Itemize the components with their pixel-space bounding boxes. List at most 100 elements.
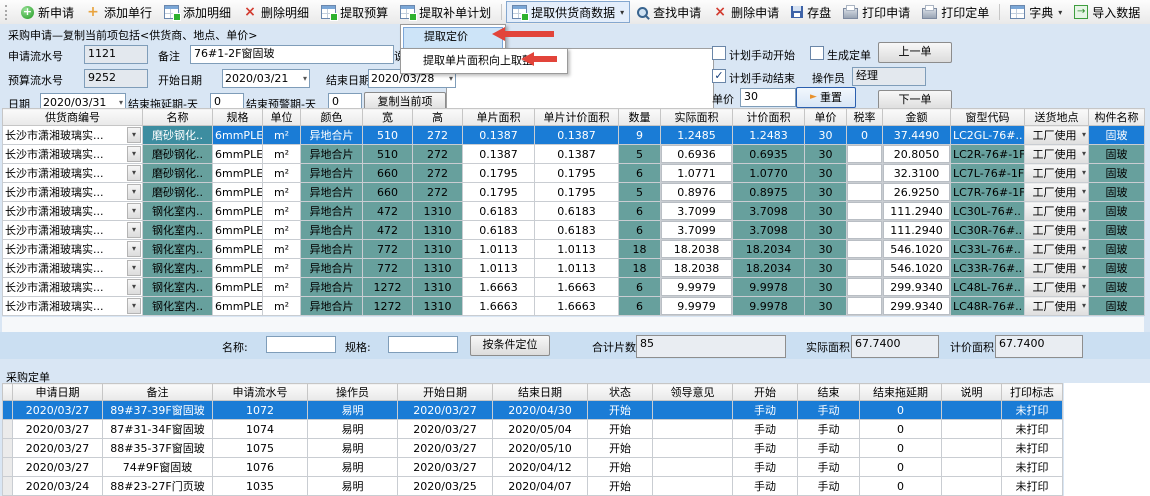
cell[interactable]: 299.9340 xyxy=(882,277,951,297)
delivery-combo[interactable]: ▾ 工厂使用 xyxy=(1024,163,1089,183)
cell[interactable] xyxy=(652,400,733,420)
cell[interactable]: 1.6663 xyxy=(462,296,535,316)
cell[interactable]: 32.3100 xyxy=(882,163,951,183)
cell[interactable]: 0.1795 xyxy=(534,163,619,183)
column-header[interactable]: 数量 xyxy=(618,108,661,126)
cell[interactable]: m² xyxy=(262,239,301,259)
cell[interactable]: 2020/04/12 xyxy=(492,457,588,477)
name-filter-input[interactable] xyxy=(266,336,336,353)
cell[interactable]: 18.2034 xyxy=(732,258,805,278)
cell[interactable]: 手动 xyxy=(797,400,860,420)
cell[interactable]: 30 xyxy=(804,239,847,259)
cell[interactable]: 1074 xyxy=(212,419,308,439)
manual-end-checkbox[interactable]: ✓ xyxy=(712,69,726,83)
column-header[interactable]: 备注 xyxy=(102,383,213,401)
column-header[interactable]: 供货商编号 xyxy=(2,108,143,126)
chevron-down-icon[interactable]: ▾ xyxy=(127,241,141,257)
cell[interactable]: 0 xyxy=(859,438,942,458)
table-row[interactable]: 长沙市潇湘玻璃实...▾磨砂钢化..6mmPLE..m²异地合片5102720.… xyxy=(2,125,1145,145)
menu-item-extract-pricing[interactable]: 提取定价 xyxy=(403,27,503,50)
table-row[interactable]: 2020/03/27 87#31-34F窗固玻 1074 易明 2020/03/27 20… xyxy=(2,419,1063,439)
column-header[interactable]: 名称 xyxy=(142,108,213,126)
cell[interactable]: 510 xyxy=(362,144,413,164)
cell[interactable]: 固玻 xyxy=(1088,258,1145,278)
cell[interactable]: 87#31-34F窗固玻 xyxy=(102,419,213,439)
extract-budget-button[interactable]: 提取预算 xyxy=(315,1,394,23)
cell[interactable]: 1.6663 xyxy=(534,296,619,316)
column-header[interactable]: 单片计价面积 xyxy=(534,108,619,126)
cell[interactable]: 1075 xyxy=(212,438,308,458)
cell[interactable]: 2020/03/27 xyxy=(397,400,493,420)
cell[interactable]: 26.9250 xyxy=(882,182,951,202)
cell[interactable]: 6mmPLE.. xyxy=(212,296,263,316)
cell[interactable]: 1035 xyxy=(212,476,308,496)
extract-supplement-plan-button[interactable]: 提取补单计划 xyxy=(394,1,497,23)
cell[interactable]: 1272 xyxy=(362,277,413,297)
cell[interactable]: 6mmPLE.. xyxy=(212,239,263,259)
cell[interactable]: 0.1795 xyxy=(534,182,619,202)
cell[interactable]: 钢化室内.. xyxy=(142,201,213,221)
cell[interactable]: 0 xyxy=(859,419,942,439)
cell[interactable]: 0.1387 xyxy=(462,125,535,145)
table-row[interactable]: 长沙市潇湘玻璃实...▾钢化室内..6mmPLE..m²异地合片12721310… xyxy=(2,277,1145,297)
table-row[interactable]: 长沙市潇湘玻璃实...▾磨砂钢化..6mmPLE..m²异地合片6602720.… xyxy=(2,163,1145,183)
cell[interactable]: 6 xyxy=(618,163,661,183)
supplier-combo[interactable]: 长沙市潇湘玻璃实... ▾ xyxy=(2,163,143,183)
cell[interactable]: LC33R-76#.. xyxy=(950,258,1025,278)
cell[interactable]: LC7R-76#-1FO xyxy=(950,182,1025,202)
find-request-button[interactable]: 查找申请 xyxy=(630,1,707,23)
cell[interactable]: 6 xyxy=(618,277,661,297)
cell[interactable]: 手动 xyxy=(732,419,798,439)
cell[interactable]: 固玻 xyxy=(1088,296,1145,316)
cell[interactable]: 6mmPLE.. xyxy=(212,144,263,164)
cell[interactable]: 6mmPLE.. xyxy=(212,182,263,202)
chevron-down-icon[interactable]: ▾ xyxy=(127,165,141,181)
cell[interactable]: 磨砂钢化.. xyxy=(142,182,213,202)
table-row[interactable]: 长沙市潇湘玻璃实...▾磨砂钢化..6mmPLE..m²异地合片5102720.… xyxy=(2,144,1145,164)
column-header[interactable]: 结束日期 xyxy=(492,383,588,401)
cell[interactable]: 1.0113 xyxy=(462,239,535,259)
cell[interactable]: 1.0113 xyxy=(462,258,535,278)
extract-supplier-data-button[interactable]: 提取供货商数据 ▾ xyxy=(506,1,631,23)
cell[interactable]: m² xyxy=(262,201,301,221)
cell[interactable] xyxy=(846,239,883,259)
column-header[interactable]: 窗型代码 xyxy=(950,108,1025,126)
supplier-combo[interactable]: 长沙市潇湘玻璃实... ▾ xyxy=(2,201,143,221)
cell[interactable]: 异地合片 xyxy=(300,296,363,316)
row-indicator[interactable] xyxy=(2,400,13,420)
column-header[interactable]: 单片面积 xyxy=(462,108,535,126)
delete-request-button[interactable]: 删除申请 xyxy=(707,1,785,23)
menu-item-round-up-area[interactable]: 提取单片面积向上取整 xyxy=(423,54,533,67)
cell[interactable]: 0 xyxy=(859,400,942,420)
add-detail-button[interactable]: 添加明细 xyxy=(158,1,237,23)
cell[interactable]: 30 xyxy=(804,277,847,297)
cell[interactable]: LC30R-76#.. xyxy=(950,220,1025,240)
cell[interactable]: 钢化室内.. xyxy=(142,220,213,240)
cell[interactable]: 20.8050 xyxy=(882,144,951,164)
cell[interactable]: 272 xyxy=(412,125,463,145)
delivery-combo[interactable]: ▾ 工厂使用 xyxy=(1024,201,1089,221)
cell[interactable]: 易明 xyxy=(307,457,398,477)
column-header[interactable]: 实际面积 xyxy=(660,108,733,126)
row-indicator[interactable] xyxy=(2,476,13,496)
cell[interactable]: 30 xyxy=(804,201,847,221)
cell[interactable] xyxy=(846,277,883,297)
cell[interactable] xyxy=(846,258,883,278)
cell[interactable]: 手动 xyxy=(797,438,860,458)
cell[interactable]: 异地合片 xyxy=(300,182,363,202)
cell[interactable] xyxy=(846,163,883,183)
cell[interactable] xyxy=(941,457,1002,477)
cell[interactable] xyxy=(652,438,733,458)
column-header[interactable]: 宽 xyxy=(362,108,413,126)
cell[interactable]: 未打印 xyxy=(1001,400,1063,420)
cell[interactable] xyxy=(846,182,883,202)
supplier-combo[interactable]: 长沙市潇湘玻璃实... ▾ xyxy=(2,239,143,259)
cell[interactable]: 30 xyxy=(804,125,847,145)
column-header[interactable]: 高 xyxy=(412,108,463,126)
column-header[interactable]: 说明 xyxy=(941,383,1002,401)
cell[interactable]: 272 xyxy=(412,144,463,164)
cell[interactable]: 6 xyxy=(618,296,661,316)
cell[interactable]: 1310 xyxy=(412,296,463,316)
cell[interactable]: 磨砂钢化.. xyxy=(142,144,213,164)
cell[interactable]: 0 xyxy=(846,125,883,145)
